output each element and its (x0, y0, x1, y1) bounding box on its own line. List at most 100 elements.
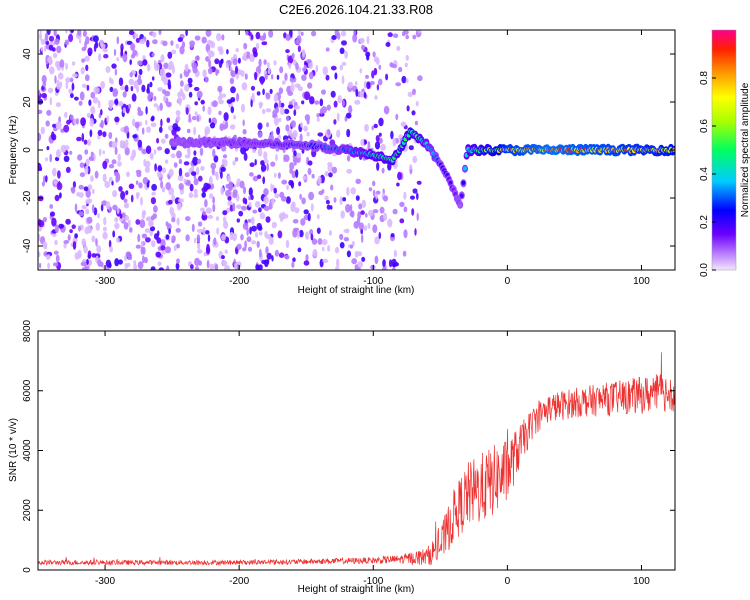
spectrogram-noise-cell (354, 81, 358, 86)
spectrogram-noise-cell (116, 237, 120, 243)
spectrogram-noise-cell (111, 141, 118, 149)
spectrogram-noise-cell (64, 111, 68, 119)
spectrogram-noise-cell (240, 233, 244, 241)
spectrogram-noise-cell (291, 52, 295, 60)
spectrogram-noise-cell (403, 191, 407, 200)
spectrogram-noise-cell (175, 262, 180, 270)
spectrogram-noise-cell (340, 210, 346, 219)
spectrogram-noise-cell (111, 159, 117, 165)
spectrogram-noise-cell (135, 219, 141, 225)
spectrogram-noise-cell (374, 236, 380, 245)
snr-y-ticks: 0 2000 4000 6000 8000 (22, 319, 675, 573)
spectrogram-noise-cell (202, 105, 205, 112)
spectrogram-noise-cell (212, 148, 216, 158)
spectrogram-noise-cell (239, 180, 245, 189)
spectrogram-noise-cell (294, 207, 300, 214)
spectrogram-noise-cell (298, 30, 301, 36)
spectrogram-noise-cell (252, 209, 258, 214)
spectrogram-noise-cell (288, 62, 292, 69)
spectrogram-noise-cell (86, 112, 91, 118)
spectrogram-noise-cell (281, 179, 288, 185)
spectrogram-noise-cell (355, 195, 360, 201)
spectrogram-noise-cell (185, 216, 191, 222)
spectrogram-noise-cell (311, 30, 317, 37)
spectrogram-noise-cell (288, 104, 294, 109)
spectrogram-noise-cell (78, 184, 84, 190)
spectrogram-noise-cell (196, 90, 203, 99)
spectrogram-noise-cell (155, 251, 162, 258)
spectrogram-noise-cell (328, 172, 333, 178)
spectrogram-noise-cell (135, 180, 139, 185)
spectrogram-noise-cell (145, 237, 151, 243)
spectrogram-noise-cell (405, 34, 410, 40)
spectrogram-noise-cell (206, 40, 213, 45)
spectrogram-noise-cell (395, 82, 402, 87)
spectrogram-noise-cell (267, 67, 271, 75)
spectrogram-noise-cell (100, 81, 105, 89)
spectrogram-noise-cell (193, 126, 197, 136)
spectrogram-noise-cell (365, 213, 368, 218)
spectrogram-noise-cell (95, 222, 101, 231)
spectrogram-noise-cell (271, 74, 274, 80)
spectrogram-noise-cell (152, 31, 157, 38)
spectrogram-noise-cell (114, 99, 119, 105)
spectrogram-noise-cell (78, 192, 84, 198)
spectrogram-noise-cell (138, 68, 143, 76)
spectrogram-noise-cell (229, 77, 235, 85)
spectrogram-noise-cell (151, 191, 156, 196)
spectrogram-noise-cell (291, 201, 296, 208)
spectrogram-noise-cell (297, 230, 300, 239)
y-tick-label: 40 (22, 48, 33, 60)
spectrogram-noise-cell (128, 103, 132, 109)
spectrogram-noise-cell (336, 258, 340, 268)
spectrogram-noise-cell (186, 128, 191, 134)
spectrogram-noise-cell (65, 30, 68, 34)
spectrogram-noise-cell (168, 168, 174, 177)
spectrogram-noise-cell (275, 106, 280, 114)
spectrogram-noise-cell (209, 193, 214, 199)
spectrogram-noise-cell (417, 30, 422, 34)
spectrogram-noise-cell (359, 91, 365, 98)
spectrogram-noise-cell (372, 180, 376, 187)
spectrogram-noise-cell (114, 258, 120, 267)
spectrogram-noise-cell (164, 159, 169, 164)
spectrogram-noise-cell (303, 209, 309, 215)
spectrogram-noise-cell (49, 204, 54, 209)
spectrogram-noise-cell (368, 209, 374, 217)
spectrogram-noise-cell (337, 95, 343, 104)
spectrogram-noise-cell (63, 240, 70, 244)
spectrogram-noise-cell (156, 146, 163, 151)
spectrogram-noise-cell (122, 142, 127, 150)
spectrogram-noise-cell (113, 48, 117, 57)
spectrogram-noise-cell (135, 37, 141, 43)
spectrogram-noise-cell (195, 166, 200, 176)
spectrogram-noise-cell (151, 240, 156, 248)
spectrogram-noise-cell (161, 250, 167, 255)
spectrogram-noise-cell (84, 149, 89, 155)
x-tick-label: 0 (505, 276, 511, 287)
spectrogram-noise-cell (375, 193, 378, 200)
spectrogram-noise-cell (235, 65, 238, 75)
spectrogram-noise-cell (141, 211, 146, 220)
spectrogram-noise-cell (105, 259, 112, 268)
spectrogram-noise-cell (220, 170, 223, 179)
spectrogram-noise-cell (390, 233, 395, 238)
spectrogram-noise-cell (157, 165, 163, 172)
spectrogram-noise-cell (312, 249, 318, 257)
spectrogram-noise-cell (45, 254, 51, 260)
spectrogram-noise-cell (45, 40, 49, 45)
spectrogram-noise-cell (123, 198, 128, 203)
spectrogram-noise-cell (258, 207, 262, 213)
spectrogram-noise-cell (141, 84, 146, 93)
spectrogram-noise-cell (292, 257, 296, 263)
spectrogram-noise-cell (38, 109, 43, 114)
spectrogram-noise-cell (149, 226, 156, 232)
spectrogram-noise-cell (69, 114, 74, 121)
spectrogram-noise-cell (70, 30, 74, 33)
spectrogram-noise-cell (201, 36, 207, 44)
spectrogram-noise-cell (84, 55, 90, 62)
spectrogram-noise-cell (109, 246, 113, 253)
spectrogram-noise-cell (109, 76, 112, 84)
spectrogram-noise-cell (205, 30, 212, 37)
spectrogram-noise-cell (367, 222, 371, 229)
